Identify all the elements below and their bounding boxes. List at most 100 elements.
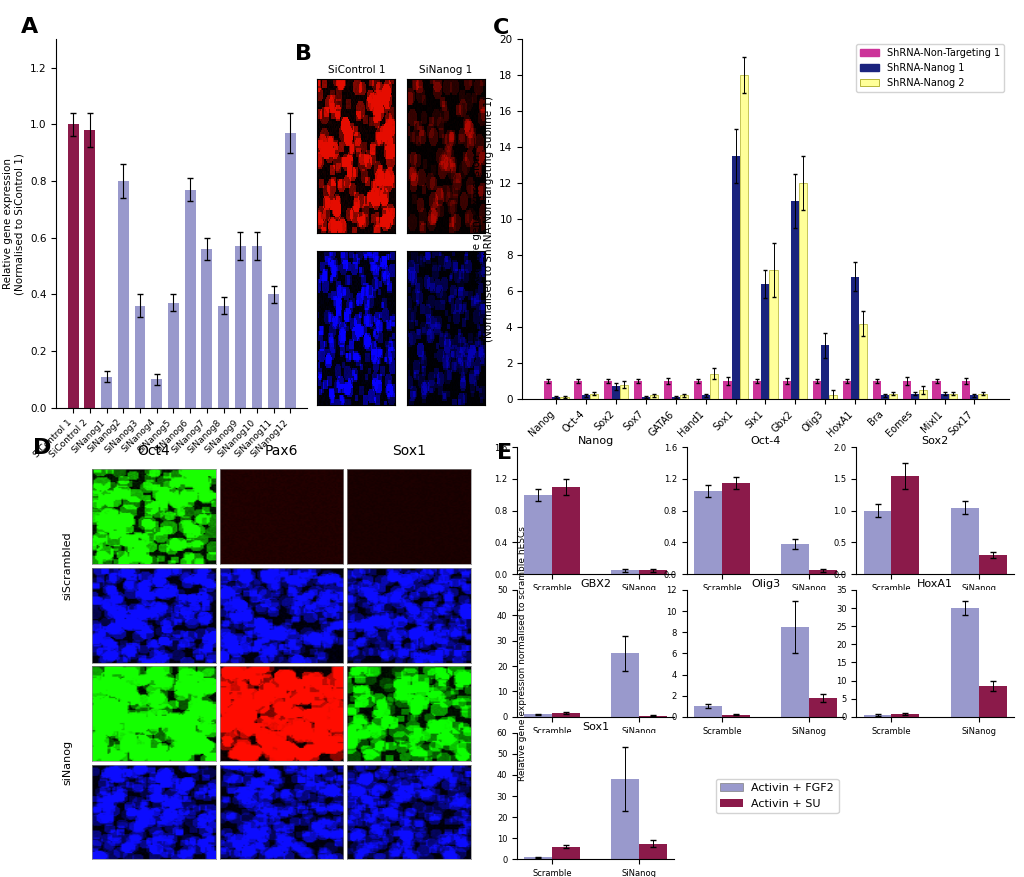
Bar [152,380,162,408]
Bar [621,385,629,399]
Bar [971,396,979,399]
Bar [724,381,731,399]
Bar [611,779,639,859]
Bar [792,201,800,399]
Bar [693,381,701,399]
Bar [252,246,262,408]
Bar [218,306,229,408]
Bar [722,715,750,717]
Bar [694,706,722,717]
Bar [781,627,809,717]
Text: Sox1: Sox1 [392,444,426,458]
Bar [234,246,246,408]
Bar [694,491,722,574]
Bar [902,381,910,399]
Bar [545,381,552,399]
Bar [701,396,710,399]
Bar [560,397,568,399]
Bar [590,394,598,399]
Bar [889,394,897,399]
Bar [754,381,762,399]
Title: Nanog: Nanog [578,437,614,446]
Bar [910,394,919,399]
Bar [731,156,739,399]
Bar [672,397,680,399]
Bar [821,345,829,399]
Bar [524,714,552,717]
Bar [851,277,859,399]
Text: A: A [22,18,39,38]
Bar [583,396,590,399]
Bar [863,510,892,574]
Bar [118,182,129,408]
Bar [800,183,807,399]
Bar [639,570,668,574]
Bar [552,487,581,574]
Bar [863,715,892,717]
Bar [552,397,560,399]
Legend: Activin + FGF2, Activin + SU: Activin + FGF2, Activin + SU [716,779,839,813]
Text: Oct4: Oct4 [137,444,170,458]
Y-axis label: Relative gene expression
(Normalised to SiControl 1): Relative gene expression (Normalised to … [3,153,25,295]
Bar [268,295,280,408]
Text: Pax6: Pax6 [265,444,298,458]
Bar [552,847,581,859]
Bar [68,125,79,408]
Bar [84,130,95,408]
Bar [680,396,688,399]
Bar [881,396,889,399]
Bar [948,394,956,399]
Bar [552,713,581,717]
Bar [769,269,777,399]
Bar [650,396,658,399]
Bar [809,570,837,574]
Text: E: E [497,443,512,463]
Bar [611,570,639,574]
Bar [781,544,809,574]
Bar [892,476,920,574]
Bar [722,483,750,574]
Bar [642,397,650,399]
Bar [813,381,821,399]
Title: Olig3: Olig3 [751,579,780,589]
Legend: ShRNA-Non-Targeting 1, ShRNA-Nanog 1, ShRNA-Nanog 2: ShRNA-Non-Targeting 1, ShRNA-Nanog 1, Sh… [856,45,1004,92]
Bar [612,387,621,399]
Bar [919,390,927,399]
Bar [168,303,179,408]
Bar [859,324,867,399]
Bar [524,495,552,574]
Bar [933,381,941,399]
Title: Oct-4: Oct-4 [751,437,780,446]
Bar [963,381,971,399]
Bar [604,381,612,399]
Bar [101,376,112,408]
Text: SiControl 1: SiControl 1 [328,65,385,75]
Bar [979,686,1007,717]
Text: C: C [494,18,509,38]
Bar [762,284,769,399]
Bar [664,381,672,399]
Bar [285,133,296,408]
Legend: Activin + FGF2, Activin + SU: Activin + FGF2, Activin + SU [692,779,815,813]
Text: Relative gene expression normalised to scramble hESCs: Relative gene expression normalised to s… [518,526,526,781]
Title: Sox1: Sox1 [583,722,609,731]
Title: HoxA1: HoxA1 [918,579,953,589]
Title: GBX2: GBX2 [581,579,611,589]
Title: Sox2: Sox2 [922,437,948,446]
Bar [611,653,639,717]
Bar [783,381,792,399]
Bar [843,381,851,399]
Bar [739,75,748,399]
Bar [184,189,196,408]
Text: D: D [33,438,51,459]
Text: siScrambled: siScrambled [62,531,72,600]
Bar [979,394,986,399]
Text: siNanog: siNanog [62,740,72,785]
Bar [710,374,718,399]
Bar [202,249,212,408]
Bar [524,858,552,859]
Bar [574,381,583,399]
Y-axis label: Relative gene expression
(Normalised to ShRNA-Non-Targeting subline 1): Relative gene expression (Normalised to … [472,96,494,342]
Bar [639,716,668,717]
Bar [941,394,948,399]
